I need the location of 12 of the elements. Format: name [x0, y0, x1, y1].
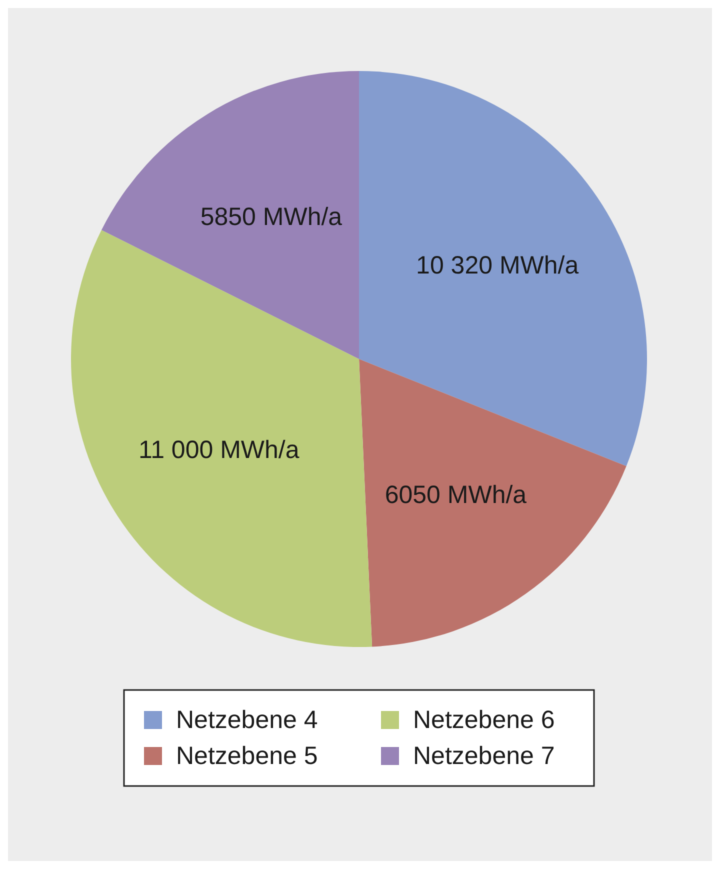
data-label: 5850 MWh/a: [200, 202, 342, 231]
data-label: 10 320 MWh/a: [416, 251, 579, 280]
data-label: 6050 MWh/a: [384, 481, 527, 510]
legend-label: Netzebene 5: [176, 742, 318, 770]
legend-label: Netzebene 4: [176, 706, 318, 734]
pie-slice: [101, 71, 359, 359]
legend-label: Netzebene 7: [413, 742, 555, 770]
pie-slice: [359, 71, 647, 466]
pie-slice: [71, 230, 372, 647]
data-label: 11 000 MWh/a: [138, 436, 300, 464]
legend-label: Netzebene 6: [413, 706, 555, 734]
pie-slice: [359, 359, 626, 647]
